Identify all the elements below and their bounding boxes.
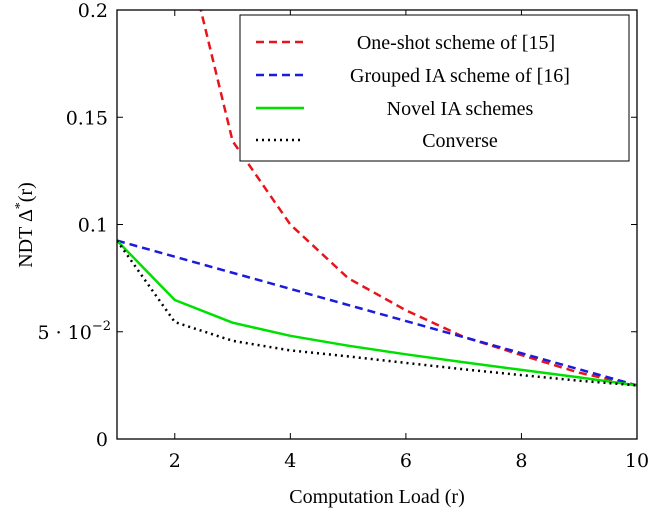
legend-label-2: Novel IA schemes (387, 98, 534, 120)
y-axis-label-tail: (r) (15, 182, 37, 202)
y-tick-label-4: 0.2 (78, 0, 108, 22)
series-line-3 (117, 239, 637, 387)
y-axis-label-main: NDT Δ (15, 209, 37, 268)
y-axis-label: NDT Δ*(r) (13, 182, 37, 268)
series-layer (117, 10, 637, 387)
y-axis-label-sup: * (13, 202, 28, 209)
series-line-0 (199, 10, 637, 387)
y-tick-label-0: 0 (96, 429, 108, 451)
x-tick-label-4: 10 (625, 450, 648, 472)
y-tick-label-2: 0.1 (78, 215, 108, 237)
series-line-2 (117, 239, 637, 387)
x-tick-label-2: 6 (400, 450, 412, 472)
x-tick-label-0: 2 (169, 450, 181, 472)
legend-label-1: Grouped IA scheme of [16] (350, 65, 570, 87)
y-tick-label-3: 0.15 (66, 107, 108, 129)
y-tick-label-1: 5 · 10−2 (37, 319, 111, 344)
ticks-layer: 2 4 6 8 10 0 5 · 10−2 0.1 0.15 0.2 (37, 0, 648, 472)
legend: One-shot scheme of [15] Grouped IA schem… (239, 14, 630, 162)
x-tick-label-1: 4 (284, 450, 296, 472)
legend-label-3: Converse (422, 130, 498, 152)
legend-box (239, 14, 630, 162)
legend-label-0: One-shot scheme of [15] (357, 32, 555, 54)
series-line-1 (117, 239, 637, 387)
x-axis-label: Computation Load (r) (289, 486, 465, 508)
x-tick-label-3: 8 (515, 450, 527, 472)
